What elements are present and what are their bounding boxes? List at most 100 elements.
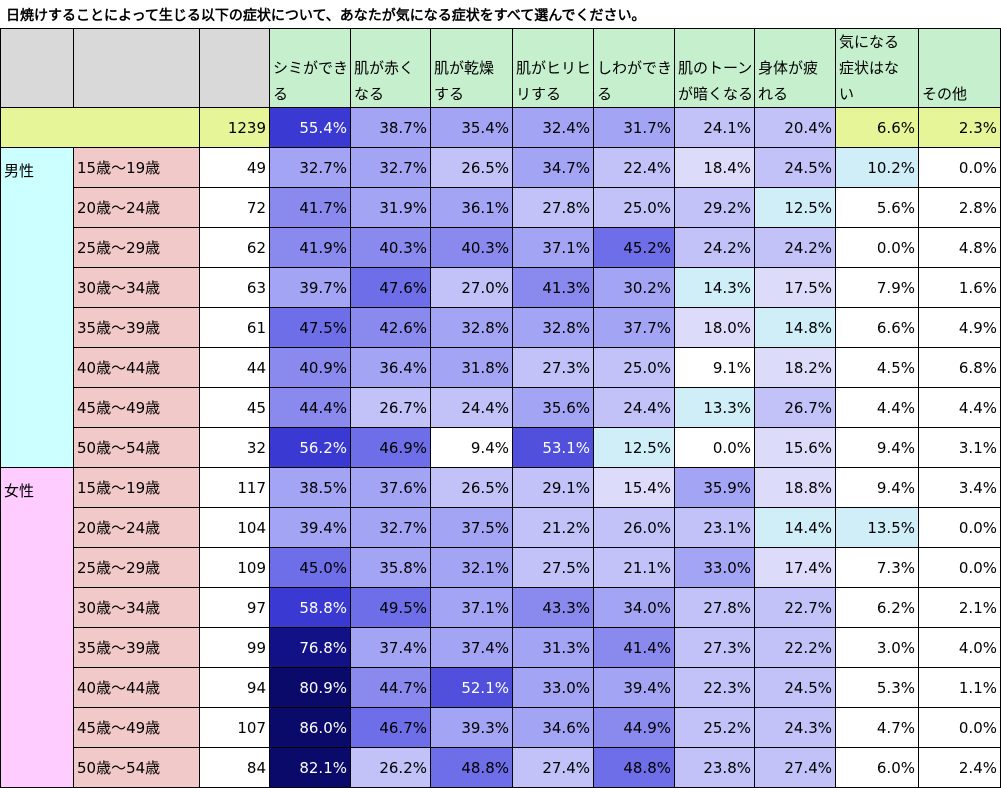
header-blank xyxy=(199,28,270,108)
value-cell: 24.5% xyxy=(754,667,836,708)
value-cell: 9.4% xyxy=(835,467,919,508)
value-cell: 27.5% xyxy=(512,547,594,588)
total-value: 55.4% xyxy=(269,107,351,148)
column-header-line: リする xyxy=(516,85,562,103)
value-cell: 58.8% xyxy=(269,587,351,628)
value-cell: 37.7% xyxy=(593,307,675,348)
page-title: 日焼けすることによって生じる以下の症状について、あなたが気になる症状をすべて選ん… xyxy=(6,8,646,24)
sample-size: 99 xyxy=(199,627,270,668)
value-cell: 15.4% xyxy=(593,467,675,508)
value-cell: 25.0% xyxy=(593,187,675,228)
value-cell: 4.0% xyxy=(918,627,1001,668)
age-label: 15歳～19歳 xyxy=(73,467,200,508)
sample-size: 94 xyxy=(199,667,270,708)
value-cell: 9.4% xyxy=(430,427,513,468)
value-cell: 21.2% xyxy=(512,507,594,548)
value-cell: 32.1% xyxy=(430,547,513,588)
table-row: 女性 15歳～19歳 117 38.5% 37.6% 26.5% 29.1% 15.4% 35.… xyxy=(0,467,1001,788)
value-cell: 47.5% xyxy=(269,307,351,348)
value-cell: 44.7% xyxy=(350,667,431,708)
age-label: 50歳～54歳 xyxy=(73,427,200,468)
table-row: 35歳～39歳 99 76.8% 37.4% 37.4% 31.3% 41.4% 27.3% 2… xyxy=(1,627,1001,668)
value-cell: 34.0% xyxy=(593,587,675,628)
header-row: シミができる肌が赤く なる 肌が乾燥 する 肌がヒリヒ リする しわができる肌のトーン が暗く… xyxy=(0,28,1001,108)
value-cell: 45.2% xyxy=(593,227,675,268)
value-cell: 26.7% xyxy=(754,387,836,428)
column-header: 身体が疲 れる xyxy=(754,28,836,108)
value-cell: 40.3% xyxy=(350,227,431,268)
total-value: 32.4% xyxy=(512,107,594,148)
value-cell: 38.5% xyxy=(269,467,351,508)
value-cell: 26.5% xyxy=(430,467,513,508)
value-cell: 32.7% xyxy=(350,147,431,188)
value-cell: 0.0% xyxy=(918,707,1001,748)
sample-size: 49 xyxy=(199,147,270,188)
column-header-line: その他 xyxy=(922,85,968,103)
table-row: 男性 15歳～19歳 49 32.7% 32.7% 26.5% 34.7% 22.4% 18.4… xyxy=(0,147,1001,468)
value-cell: 1.1% xyxy=(918,667,1001,708)
sample-size: 97 xyxy=(199,587,270,628)
value-cell: 6.0% xyxy=(835,747,919,788)
value-cell: 3.1% xyxy=(918,427,1001,468)
total-value: 6.6% xyxy=(835,107,919,148)
value-cell: 3.0% xyxy=(835,627,919,668)
value-cell: 17.5% xyxy=(754,267,836,308)
value-cell: 5.3% xyxy=(835,667,919,708)
total-value: 31.7% xyxy=(593,107,675,148)
value-cell: 31.9% xyxy=(350,187,431,228)
value-cell: 40.3% xyxy=(430,227,513,268)
value-cell: 4.4% xyxy=(918,387,1001,428)
column-header: 気になる 症状はない xyxy=(835,28,919,108)
age-label: 35歳～39歳 xyxy=(73,627,200,668)
value-cell: 53.1% xyxy=(512,427,594,468)
column-header-line: 肌のトーン xyxy=(678,59,753,77)
value-cell: 22.3% xyxy=(674,667,755,708)
sample-size: 63 xyxy=(199,267,270,308)
value-cell: 22.2% xyxy=(754,627,836,668)
column-header-line: れる xyxy=(758,85,789,103)
column-header-line: 肌が赤く xyxy=(354,59,415,77)
value-cell: 31.8% xyxy=(430,347,513,388)
value-cell: 39.7% xyxy=(269,267,351,308)
value-cell: 41.9% xyxy=(269,227,351,268)
value-cell: 33.0% xyxy=(674,547,755,588)
value-cell: 6.6% xyxy=(835,307,919,348)
value-cell: 0.0% xyxy=(918,507,1001,548)
column-header-line: る xyxy=(273,85,289,103)
value-cell: 27.0% xyxy=(430,267,513,308)
value-cell: 15.6% xyxy=(754,427,836,468)
column-header: シミができる xyxy=(269,28,351,108)
table-row: 30歳～34歳 63 39.7% 47.6% 27.0% 41.3% 30.2% 14.3% 1… xyxy=(1,267,1001,308)
value-cell: 82.1% xyxy=(269,747,351,788)
value-cell: 47.6% xyxy=(350,267,431,308)
value-cell: 32.8% xyxy=(512,307,594,348)
value-cell: 4.5% xyxy=(835,347,919,388)
age-label: 30歳～34歳 xyxy=(73,587,200,628)
column-header-line: シミができ xyxy=(273,59,349,77)
value-cell: 46.7% xyxy=(350,707,431,748)
value-cell: 37.1% xyxy=(430,587,513,628)
value-cell: 5.6% xyxy=(835,187,919,228)
value-cell: 27.4% xyxy=(754,747,836,788)
value-cell: 37.4% xyxy=(350,627,431,668)
table-row: 40歳～44歳 44 40.9% 36.4% 31.8% 27.3% 25.0% 9.1% 18… xyxy=(1,347,1001,388)
value-cell: 17.4% xyxy=(754,547,836,588)
value-cell: 44.9% xyxy=(593,707,675,748)
value-cell: 0.0% xyxy=(918,547,1001,588)
column-header-line: 身体が疲 xyxy=(758,59,819,77)
value-cell: 1.6% xyxy=(918,267,1001,308)
value-cell: 29.2% xyxy=(674,187,755,228)
value-cell: 80.9% xyxy=(269,667,351,708)
value-cell: 22.7% xyxy=(754,587,836,628)
value-cell: 35.6% xyxy=(512,387,594,428)
age-label: 20歳～24歳 xyxy=(73,507,200,548)
value-cell: 14.3% xyxy=(674,267,755,308)
gender-label: 女性 xyxy=(0,467,74,788)
value-cell: 0.0% xyxy=(835,227,919,268)
value-cell: 24.2% xyxy=(674,227,755,268)
value-cell: 42.6% xyxy=(350,307,431,348)
value-cell: 27.3% xyxy=(674,627,755,668)
age-label: 30歳～34歳 xyxy=(73,267,200,308)
value-cell: 36.1% xyxy=(430,187,513,228)
value-cell: 25.2% xyxy=(674,707,755,748)
